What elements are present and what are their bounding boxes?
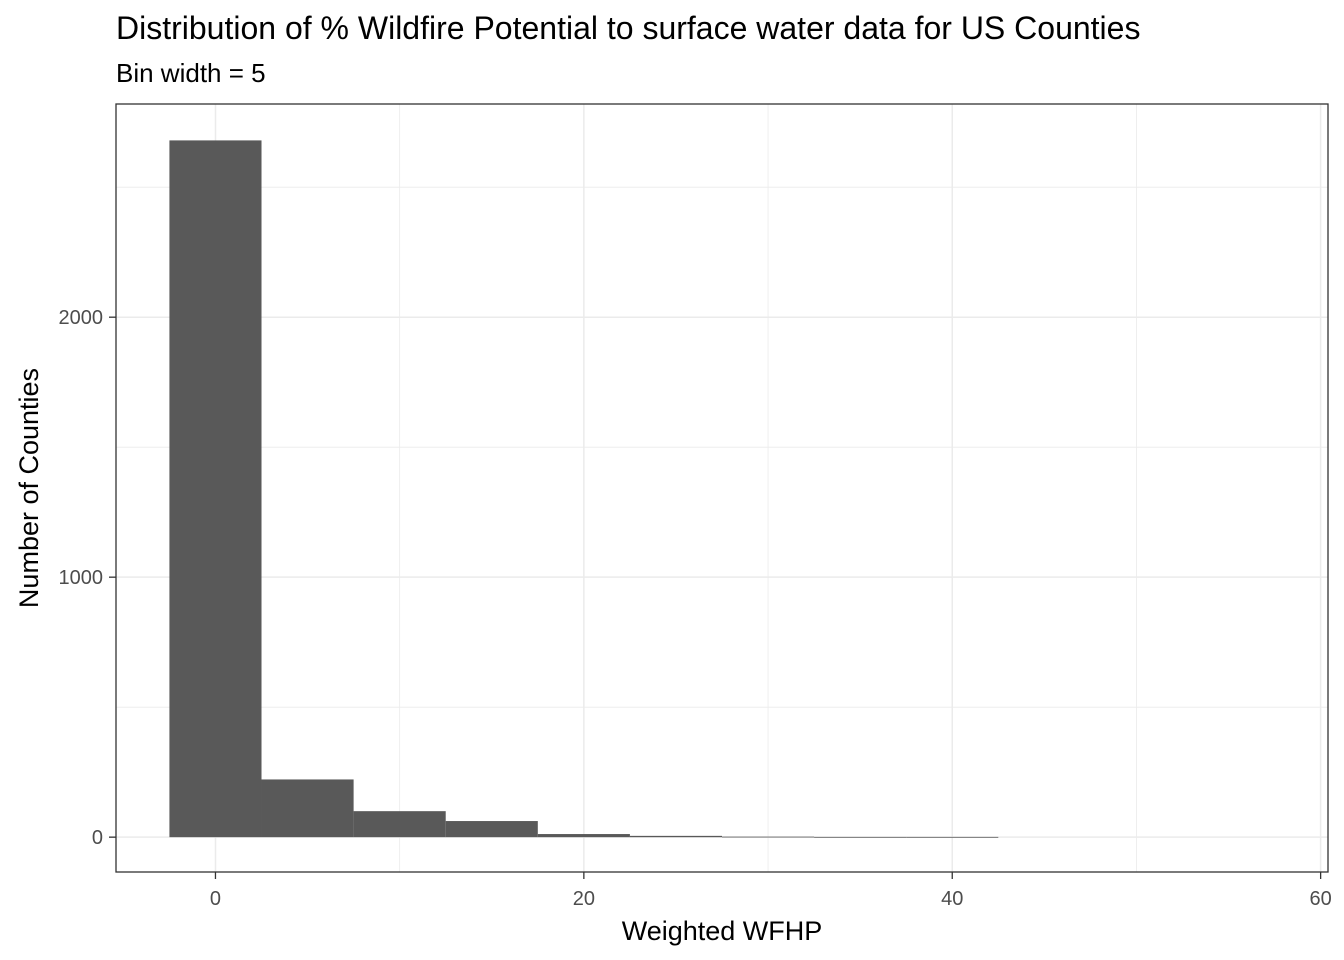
histogram-bar [722, 836, 815, 838]
y-tick-label: 2000 [59, 307, 104, 329]
x-axis: 0 20 40 60 [210, 872, 1332, 910]
histogram-bars [169, 140, 999, 838]
x-tick-label: 60 [1310, 888, 1332, 910]
histogram-bar [629, 835, 722, 838]
histogram-bar [353, 811, 446, 838]
histogram-bar [261, 779, 354, 838]
panel-border [115, 103, 1329, 873]
histogram-bar [169, 140, 262, 838]
chart-subtitle: Bin width = 5 [116, 58, 266, 88]
minor-gridlines [116, 104, 1328, 872]
histogram-bar [537, 834, 630, 838]
y-axis-title: Number of Counties [14, 368, 44, 608]
x-tick-label: 0 [210, 888, 221, 910]
x-axis-title: Weighted WFHP [622, 916, 823, 946]
x-tick-label: 40 [941, 888, 963, 910]
y-axis: 0 1000 2000 [59, 307, 116, 849]
histogram-bar [814, 836, 907, 838]
x-tick-label: 20 [573, 888, 595, 910]
histogram-bar [906, 836, 999, 838]
y-tick-label: 1000 [59, 567, 104, 589]
histogram-bar [445, 821, 538, 838]
y-tick-label: 0 [92, 827, 103, 849]
major-gridlines [116, 104, 1328, 872]
chart-title: Distribution of % Wildfire Potential to … [116, 10, 1141, 46]
